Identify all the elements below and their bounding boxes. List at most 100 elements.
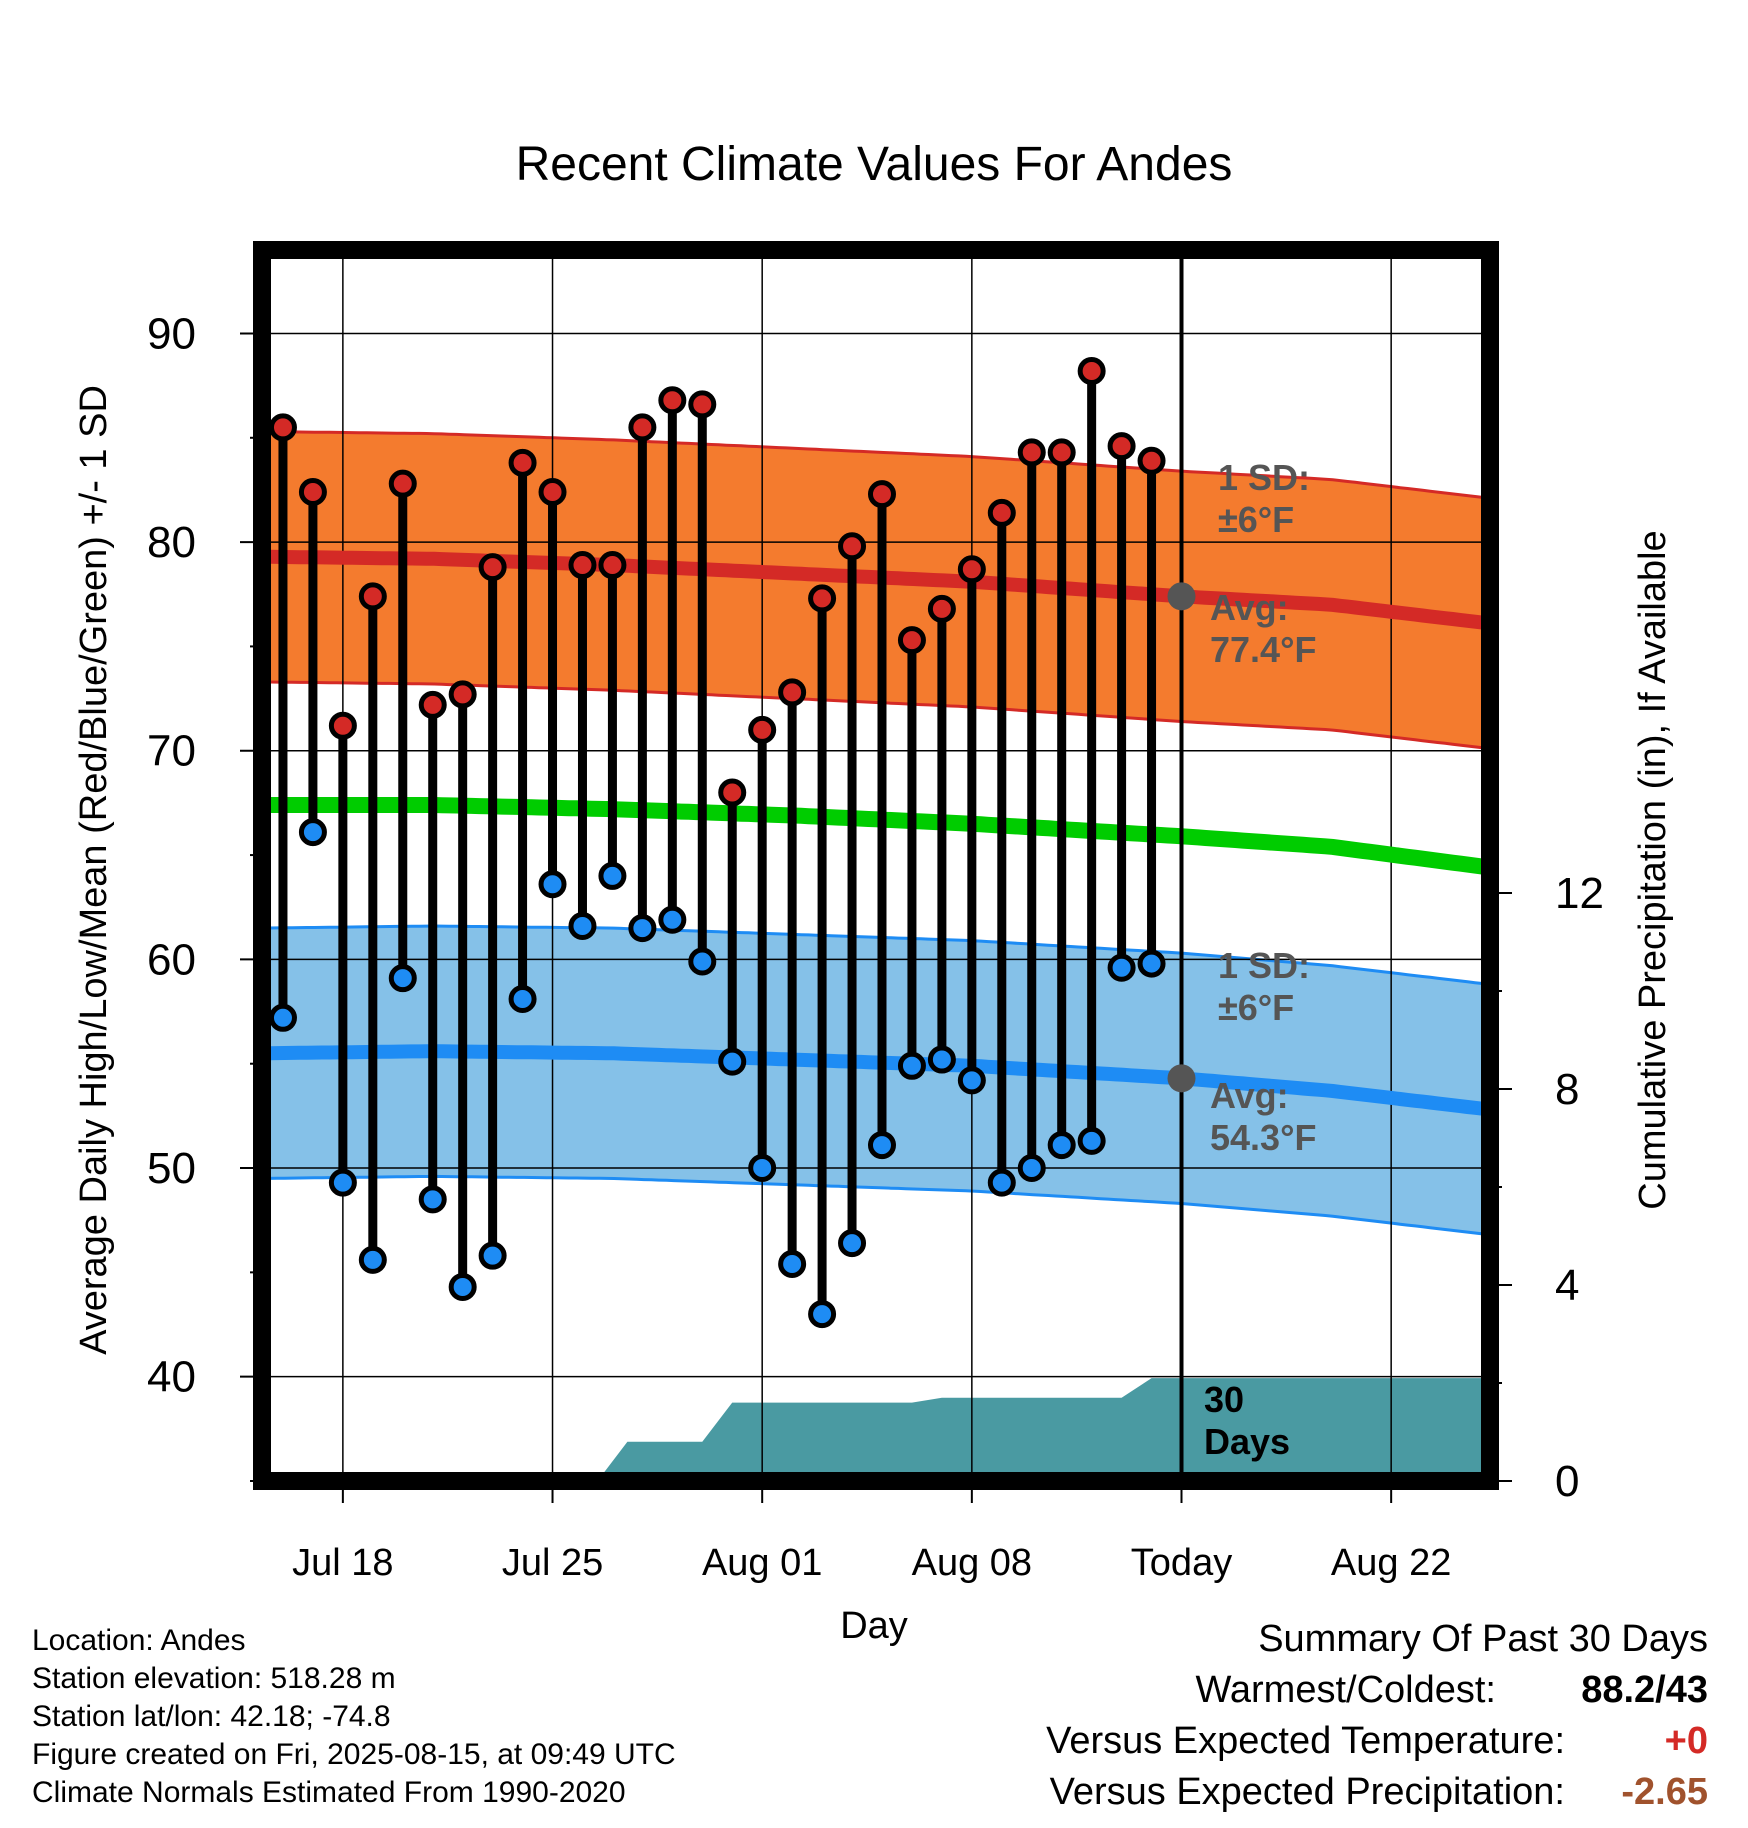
normal-high-line (262, 549, 1490, 631)
daily-high-marker (388, 469, 417, 498)
daily-high-marker (927, 594, 956, 623)
daily-high-marker (448, 680, 477, 709)
elevation-text: Station elevation: 518.28 m (32, 1662, 396, 1695)
daily-low-marker (388, 964, 417, 993)
daily-high-marker (718, 778, 747, 807)
daily-low-marker (1017, 1154, 1046, 1183)
daily-low-marker (1077, 1126, 1106, 1155)
low-avg-dot (1167, 1064, 1196, 1093)
daily-low-marker (508, 985, 537, 1014)
x-tick-label: Jul 18 (292, 1542, 393, 1584)
x-tick-label: Jul 25 (502, 1542, 603, 1584)
daily-high-marker (298, 478, 327, 507)
daily-high-marker (628, 413, 657, 442)
low-sd-annotation: 1 SD: ±6°F (1218, 945, 1310, 1028)
x-tick-label: Today (1131, 1542, 1232, 1584)
y2-tick-label: 12 (1555, 869, 1604, 918)
daily-low-marker (897, 1051, 926, 1080)
daily-low-marker (688, 947, 717, 976)
daily-low-marker (808, 1300, 837, 1329)
daily-low-marker (718, 1047, 747, 1076)
daily-high-marker (748, 715, 777, 744)
x-tick-label: Aug 22 (1331, 1542, 1451, 1584)
daily-low-marker (328, 1168, 357, 1197)
precip-vs-expected-label: Versus Expected Precipitation: (1049, 1771, 1565, 1813)
daily-low-marker (748, 1154, 777, 1183)
daily-high-marker (778, 678, 807, 707)
daily-high-marker (1047, 438, 1076, 467)
daily-high-marker (867, 480, 896, 509)
daily-high-marker (328, 711, 357, 740)
daily-high-marker (1017, 438, 1046, 467)
daily-low-marker (867, 1131, 896, 1160)
location-text: Location: Andes (32, 1624, 246, 1657)
warmest-coldest-value: 88.2/43 (1581, 1669, 1708, 1711)
daily-high-marker (658, 386, 687, 415)
daily-low-marker (478, 1241, 507, 1270)
daily-high-marker (1077, 357, 1106, 386)
daily-low-marker (1137, 949, 1166, 978)
normals-text: Climate Normals Estimated From 1990-2020 (32, 1776, 626, 1809)
metadata-block: Location: Andes Station elevation: 518.2… (32, 1622, 676, 1812)
daily-low-marker (778, 1250, 807, 1279)
y2-tick-label: 4 (1555, 1261, 1579, 1310)
daily-high-marker (268, 413, 297, 442)
x-tick-label: Aug 08 (912, 1542, 1032, 1584)
daily-low-marker (568, 912, 597, 941)
daily-low-marker (1107, 953, 1136, 982)
y2-axis-label: Cumulative Precipitation (in), If Availa… (1632, 530, 1674, 1209)
daily-high-marker (838, 532, 867, 561)
normal-mean-line (262, 797, 1490, 876)
daily-high-marker (478, 553, 507, 582)
daily-high-marker (1137, 446, 1166, 475)
plot-frame (253, 241, 1499, 1490)
daily-high-marker (508, 448, 537, 477)
y-tick-label: 90 (147, 309, 196, 358)
summary-title: Summary Of Past 30 Days (1258, 1618, 1708, 1660)
y2-tick-label: 0 (1555, 1457, 1579, 1506)
created-text: Figure created on Fri, 2025-08-15, at 09… (32, 1738, 676, 1771)
daily-low-marker (268, 1003, 297, 1032)
y-tick-label: 40 (147, 1353, 196, 1402)
plot-area: 1 SD: ±6°F Avg: 77.4°F 1 SD: ±6°F Avg: 54.3°F 30… (147, 241, 1604, 1584)
daily-low-marker (658, 905, 687, 934)
y-tick-label: 60 (147, 935, 196, 984)
daily-high-marker (358, 582, 387, 611)
daily-low-marker (358, 1245, 387, 1274)
daily-low-marker (957, 1066, 986, 1095)
precip-area (597, 1378, 1490, 1481)
daily-high-marker (598, 551, 627, 580)
daily-high-marker (538, 478, 567, 507)
x-tick-label: Aug 01 (702, 1542, 822, 1584)
precip-days-annotation: 30 Days (1204, 1379, 1290, 1462)
daily-high-marker (987, 498, 1016, 527)
daily-high-marker (688, 390, 717, 419)
y-tick-label: 50 (147, 1144, 196, 1193)
high-avg-annotation: Avg: 77.4°F (1210, 587, 1316, 670)
y-tick-label: 70 (147, 727, 196, 776)
temp-vs-expected-label: Versus Expected Temperature: (1046, 1720, 1565, 1762)
y-axis-label: Average Daily High/Low/Mean (Red/Blue/Gr… (73, 385, 115, 1355)
plot-content: 1 SD: ±6°F Avg: 77.4°F 1 SD: ±6°F Avg: 54.3°F 30… (262, 250, 1490, 1481)
daily-high-marker (568, 551, 597, 580)
daily-low-marker (1047, 1131, 1076, 1160)
daily-high-marker (897, 626, 926, 655)
daily-low-marker (628, 914, 657, 943)
low-avg-annotation: Avg: 54.3°F (1210, 1075, 1316, 1158)
precip-vs-expected-value: -2.65 (1621, 1771, 1708, 1813)
high-sd-annotation: 1 SD: ±6°F (1218, 457, 1310, 540)
y2-tick-label: 8 (1555, 1065, 1579, 1114)
daily-low-marker (418, 1185, 447, 1214)
y-tick-label: 80 (147, 518, 196, 567)
daily-high-marker (957, 555, 986, 584)
chart-title: Recent Climate Values For Andes (516, 138, 1233, 191)
high-sd-upper-edge (262, 430, 1490, 500)
latlon-text: Station lat/lon: 42.18; -74.8 (32, 1700, 391, 1733)
daily-high-marker (1107, 432, 1136, 461)
high-avg-dot (1167, 582, 1196, 611)
daily-low-marker (927, 1045, 956, 1074)
daily-low-marker (598, 861, 627, 890)
daily-low-marker (838, 1229, 867, 1258)
daily-low-marker (448, 1272, 477, 1301)
